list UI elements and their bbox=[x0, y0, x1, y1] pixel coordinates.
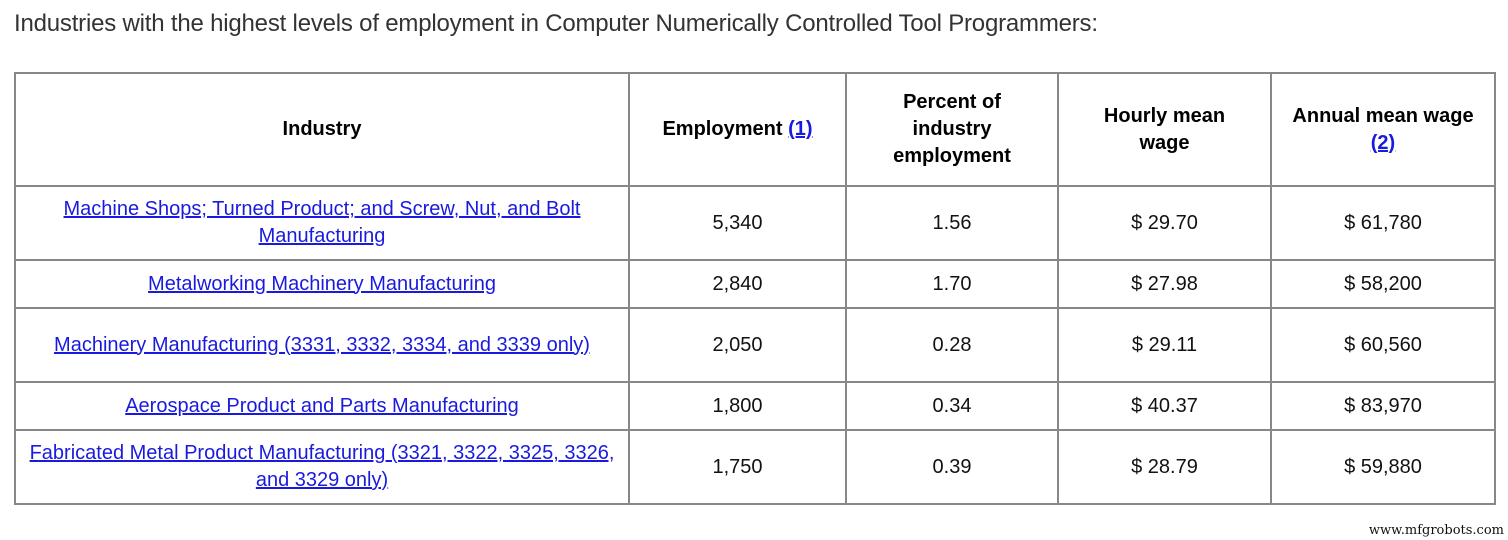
hourly-wage-cell: $ 29.11 bbox=[1057, 307, 1272, 383]
page-title: Industries with the highest levels of em… bbox=[14, 10, 1098, 37]
industry-cell: Fabricated Metal Product Manufacturing (… bbox=[14, 429, 630, 505]
employment-cell: 5,340 bbox=[628, 185, 847, 261]
table-row: Metalworking Machinery Manufacturing 2,8… bbox=[14, 259, 1496, 309]
industry-link[interactable]: Fabricated Metal Product Manufacturing (… bbox=[29, 442, 615, 491]
employment-header-label: Employment bbox=[662, 118, 783, 140]
industry-cell: Machine Shops; Turned Product; and Screw… bbox=[14, 185, 630, 261]
annual-wage-cell: $ 60,560 bbox=[1270, 307, 1496, 383]
percent-cell: 0.34 bbox=[845, 381, 1059, 431]
industry-link[interactable]: Machine Shops; Turned Product; and Screw… bbox=[63, 198, 581, 247]
table-row: Machine Shops; Turned Product; and Screw… bbox=[14, 185, 1496, 261]
annual-wage-column-header: Annual mean wage (2) bbox=[1270, 72, 1496, 187]
table-row: Aerospace Product and Parts Manufacturin… bbox=[14, 381, 1496, 431]
percent-cell: 1.70 bbox=[845, 259, 1059, 309]
annual-wage-cell: $ 58,200 bbox=[1270, 259, 1496, 309]
industry-cell: Machinery Manufacturing (3331, 3332, 333… bbox=[14, 307, 630, 383]
annual-wage-cell: $ 59,880 bbox=[1270, 429, 1496, 505]
footnote-1-link[interactable]: (1) bbox=[788, 118, 813, 140]
industry-cell: Aerospace Product and Parts Manufacturin… bbox=[14, 381, 630, 431]
table-row: Fabricated Metal Product Manufacturing (… bbox=[14, 429, 1496, 505]
footnote-2-link[interactable]: (2) bbox=[1370, 131, 1396, 154]
table-header-row: Industry Employment (1) Percent of indus… bbox=[14, 72, 1496, 187]
industry-header-label: Industry bbox=[282, 118, 362, 140]
percent-cell: 0.28 bbox=[845, 307, 1059, 383]
percent-cell: 1.56 bbox=[845, 185, 1059, 261]
industry-link[interactable]: Aerospace Product and Parts Manufacturin… bbox=[125, 394, 519, 417]
percent-header-label: Percent of industry employment bbox=[893, 91, 1011, 167]
hourly-wage-cell: $ 40.37 bbox=[1057, 381, 1272, 431]
hourly-wage-cell: $ 28.79 bbox=[1057, 429, 1272, 505]
hourly-wage-cell: $ 27.98 bbox=[1057, 259, 1272, 309]
employment-cell: 2,840 bbox=[628, 259, 847, 309]
industry-link[interactable]: Metalworking Machinery Manufacturing bbox=[148, 272, 496, 295]
hourly-wage-cell: $ 29.70 bbox=[1057, 185, 1272, 261]
industry-cell: Metalworking Machinery Manufacturing bbox=[14, 259, 630, 309]
hourly-wage-header-label: Hourly mean wage bbox=[1103, 104, 1226, 154]
annual-wage-cell: $ 61,780 bbox=[1270, 185, 1496, 261]
hourly-wage-column-header: Hourly mean wage bbox=[1057, 72, 1272, 187]
industry-link[interactable]: Machinery Manufacturing (3331, 3332, 333… bbox=[54, 333, 590, 356]
employment-cell: 2,050 bbox=[628, 307, 847, 383]
industry-column-header: Industry bbox=[14, 72, 630, 187]
percent-cell: 0.39 bbox=[845, 429, 1059, 505]
employment-cell: 1,800 bbox=[628, 381, 847, 431]
employment-by-industry-table: Industry Employment (1) Percent of indus… bbox=[14, 72, 1496, 505]
employment-cell: 1,750 bbox=[628, 429, 847, 505]
employment-column-header: Employment (1) bbox=[628, 72, 847, 187]
annual-wage-header-label: Annual mean wage bbox=[1292, 104, 1474, 127]
annual-wage-cell: $ 83,970 bbox=[1270, 381, 1496, 431]
percent-column-header: Percent of industry employment bbox=[845, 72, 1059, 187]
table-row: Machinery Manufacturing (3331, 3332, 333… bbox=[14, 307, 1496, 383]
watermark: www.mfgrobots.com bbox=[1368, 523, 1504, 538]
